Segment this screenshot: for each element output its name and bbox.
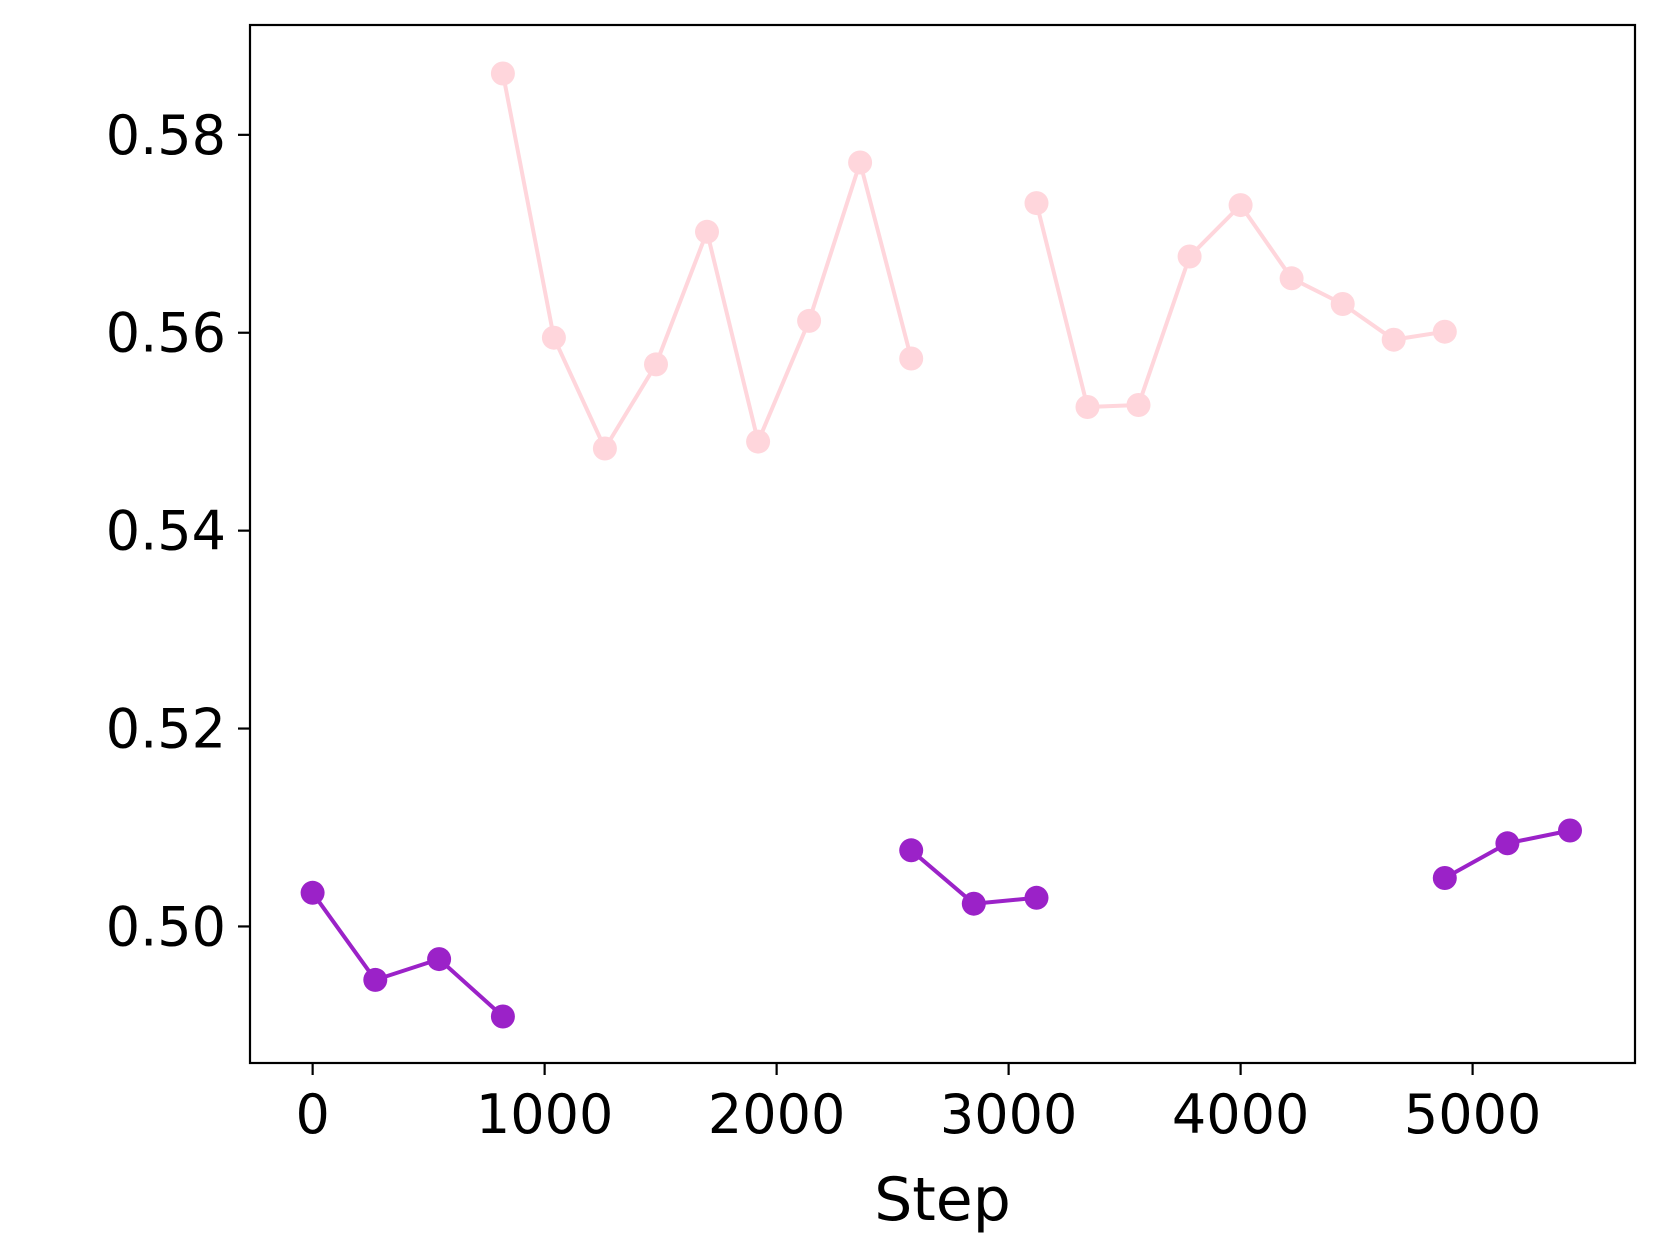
series-1-point	[1381, 327, 1406, 352]
y-tick-label: 0.50	[106, 895, 226, 958]
x-tick-label: 4000	[1172, 1083, 1309, 1146]
series-1-point	[848, 150, 873, 175]
y-tick-label: 0.52	[106, 698, 226, 761]
x-tick-label: 3000	[940, 1083, 1077, 1146]
series-1-point	[797, 308, 822, 333]
x-tick-label: 1000	[476, 1083, 613, 1146]
series-1-point	[695, 219, 719, 244]
series-2-point	[1495, 831, 1520, 856]
series-1-point	[541, 325, 566, 350]
series-layer	[300, 61, 1582, 1029]
series-2-point	[427, 947, 452, 972]
x-tick-label: 5000	[1404, 1083, 1541, 1146]
y-tick-label: 0.58	[106, 104, 226, 167]
series-1-point	[490, 61, 515, 86]
series-2-point	[300, 880, 325, 905]
series-1-point	[644, 352, 668, 377]
x-axis-title: Step	[874, 1165, 1011, 1235]
y-tick-label: 0.56	[106, 302, 226, 365]
series-2-point	[1558, 818, 1582, 843]
x-tick-label: 2000	[708, 1083, 845, 1146]
series-2-point	[1432, 866, 1457, 890]
series-1-point	[1330, 292, 1355, 316]
series-2-line-1	[310, 890, 505, 1019]
plot-frame	[248, 23, 1637, 1065]
series-1-point	[592, 436, 617, 461]
series-2-point	[363, 967, 388, 992]
series-1-line-1	[500, 71, 914, 451]
series-1-point	[899, 346, 924, 371]
x-tick-label: 0	[295, 1083, 329, 1146]
series-1-point	[1228, 193, 1253, 218]
series-1-point	[1177, 244, 1202, 269]
series-2-point	[961, 891, 986, 916]
y-tick-label: 0.54	[106, 500, 226, 563]
series-2	[300, 818, 1582, 1029]
series-1-point	[1126, 393, 1151, 417]
series-1-point	[746, 429, 771, 454]
series-1-point	[1075, 395, 1100, 419]
axes-layer: 0 1000 2000 3000 4000 5000 0.50 0.52 0.54 0.56 0.5…	[106, 23, 1637, 1146]
series-1-line-2	[1034, 201, 1447, 409]
series-2-point	[1024, 885, 1049, 910]
series-2-point	[899, 838, 924, 863]
series-1-point	[1432, 319, 1457, 344]
series-1	[490, 61, 1457, 461]
series-2-point	[490, 1004, 515, 1029]
series-1-point	[1279, 266, 1304, 291]
series-1-point	[1024, 191, 1049, 216]
